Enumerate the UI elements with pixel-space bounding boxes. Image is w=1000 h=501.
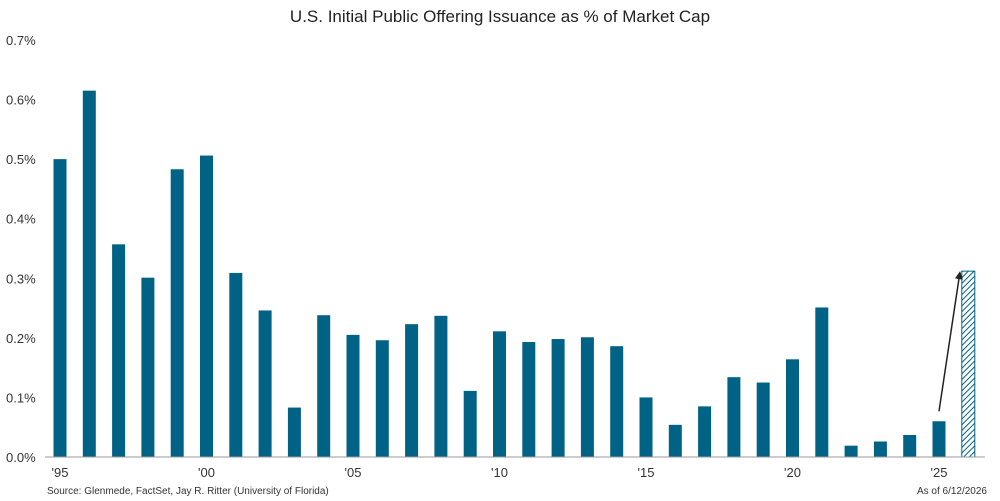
y-tick-label: 0.1% [6, 390, 36, 405]
bar [141, 277, 155, 457]
bar [375, 340, 389, 457]
bar [434, 315, 448, 457]
bar [346, 334, 360, 457]
bar [463, 390, 477, 457]
bar [200, 155, 213, 457]
bar [873, 441, 887, 457]
bar [903, 434, 917, 457]
bar [698, 406, 712, 457]
y-tick-label: 0.7% [6, 33, 36, 48]
bar [815, 307, 829, 457]
chart-title: U.S. Initial Public Offering Issuance as… [290, 7, 710, 26]
bar [229, 272, 243, 457]
trend-arrow [938, 271, 963, 412]
bar [727, 377, 741, 457]
bar [82, 90, 96, 457]
bar [610, 346, 624, 457]
bar [493, 331, 506, 457]
y-tick-label: 0.2% [6, 331, 36, 346]
projected-bar [961, 270, 976, 458]
bar [317, 315, 331, 457]
x-tick-label: '00 [198, 465, 215, 480]
bar [580, 337, 594, 457]
bar [258, 310, 272, 457]
bar [668, 424, 682, 457]
y-tick-label: 0.5% [6, 152, 36, 167]
bar [786, 359, 799, 457]
y-tick-label: 0.0% [6, 450, 36, 465]
bar [756, 382, 770, 457]
x-tick-label: '15 [638, 465, 655, 480]
y-tick-label: 0.3% [6, 271, 36, 286]
source-note: Source: Glenmede, FactSet, Jay R. Ritter… [47, 486, 329, 497]
bars [53, 90, 976, 458]
x-tick-label: '10 [491, 465, 508, 480]
bar [170, 169, 184, 457]
bar [639, 397, 653, 457]
x-tick-label: '05 [345, 465, 362, 480]
bar [522, 342, 536, 457]
y-tick-label: 0.6% [6, 93, 36, 108]
y-axis-ticks: 0.0% 0.1% 0.2% 0.3% 0.4% 0.5% 0.6% 0.7% [6, 33, 36, 465]
bar [405, 324, 419, 457]
y-tick-label: 0.4% [6, 212, 36, 227]
x-tick-label: '25 [931, 465, 948, 480]
bar [932, 421, 946, 457]
bar [287, 407, 301, 457]
x-axis-ticks: '95 '00 '05 '10 '15 '20 '25 [52, 465, 948, 480]
bar [112, 244, 126, 457]
bar [53, 159, 67, 457]
as-of-date: As of 6/12/2026 [917, 486, 987, 497]
x-tick-label: '20 [784, 465, 801, 480]
bar [551, 339, 565, 457]
x-tick-label: '95 [52, 465, 69, 480]
bar [844, 445, 858, 457]
